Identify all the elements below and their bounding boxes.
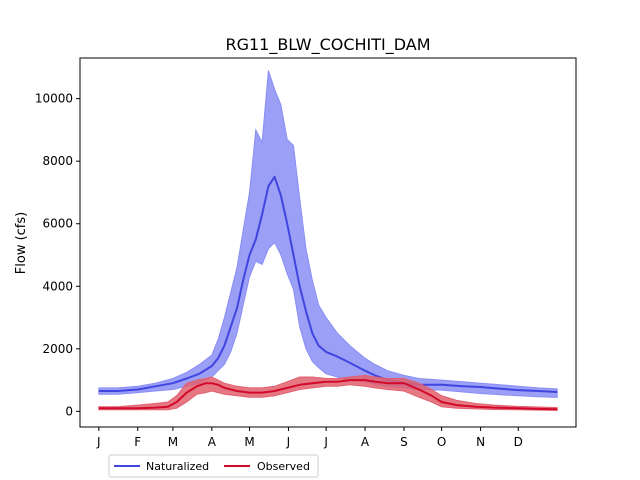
x-tick-label: J bbox=[96, 435, 101, 449]
legend: Naturalized Observed bbox=[108, 454, 319, 478]
y-tick-label: 10000 bbox=[35, 92, 73, 106]
y-tick-label: 8000 bbox=[42, 154, 73, 168]
band-naturalized bbox=[98, 70, 558, 398]
x-tick-label: J bbox=[323, 435, 328, 449]
x-tick-label: A bbox=[208, 435, 217, 449]
y-tick-label: 6000 bbox=[42, 217, 73, 231]
y-axis: 0 2000 4000 6000 8000 10000 bbox=[35, 92, 80, 418]
plot-area bbox=[98, 70, 558, 411]
x-tick-label: M bbox=[244, 435, 254, 449]
x-tick-label: F bbox=[134, 435, 141, 449]
line-observed bbox=[98, 379, 558, 411]
y-tick-label: 0 bbox=[65, 404, 73, 418]
x-tick-label: N bbox=[476, 435, 485, 449]
x-tick-label: O bbox=[437, 435, 446, 449]
x-tick-label: D bbox=[514, 435, 523, 449]
y-tick-label: 4000 bbox=[42, 279, 73, 293]
legend-label-naturalized: Naturalized bbox=[146, 460, 209, 473]
y-tick-label: 2000 bbox=[42, 342, 73, 356]
legend-box bbox=[108, 454, 319, 478]
x-tick-label: M bbox=[168, 435, 178, 449]
line-naturalized bbox=[98, 175, 558, 393]
x-tick-label: J bbox=[286, 435, 291, 449]
chart-title: RG11_BLW_COCHITI_DAM bbox=[225, 35, 430, 55]
x-tick-label: S bbox=[400, 435, 408, 449]
plot-frame bbox=[79, 57, 577, 428]
y-axis-label: Flow (cfs) bbox=[14, 212, 29, 274]
legend-label-observed: Observed bbox=[257, 460, 310, 473]
x-tick-label: A bbox=[361, 435, 370, 449]
